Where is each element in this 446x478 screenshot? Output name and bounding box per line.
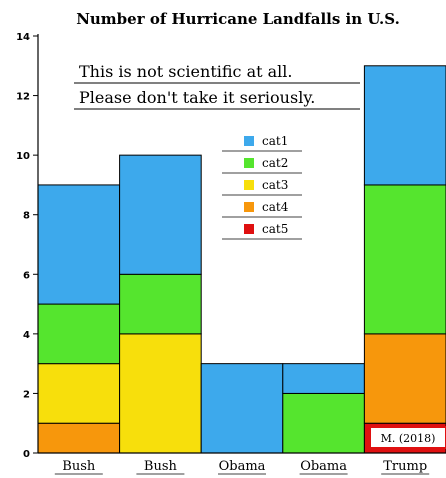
y-tick-label: 2 — [23, 389, 30, 400]
bar-segment-cat1 — [37, 184, 121, 305]
legend-swatch-cat3 — [244, 180, 254, 190]
legend: cat1 cat2 cat3 cat4 cat5 — [222, 134, 302, 240]
chart-title: Number of Hurricane Landfalls in U.S. — [76, 10, 400, 28]
annotation-line: Please don't take it seriously. — [79, 88, 315, 107]
legend-label-cat4: cat4 — [262, 200, 289, 214]
signature-frame — [369, 426, 446, 449]
bar-segment-cat4 — [363, 333, 446, 424]
bar-segment-cat1 — [200, 363, 284, 454]
y-tick-label: 12 — [16, 92, 30, 103]
y-ticks-layer: 0 2 4 6 8 10 12 14 — [16, 32, 38, 460]
y-tick-label: 4 — [23, 330, 30, 341]
bar-segment-cat2 — [282, 392, 365, 454]
legend-swatch-cat2 — [244, 158, 254, 168]
notes-layer: This is not scientific at all. Please don… — [74, 62, 360, 110]
bars-layer — [37, 65, 446, 454]
legend-swatch-cat1 — [244, 136, 254, 146]
x-tick-label: Bush — [144, 459, 178, 474]
x-ticks-layer: Bush Bush Obama Obama Trump — [54, 459, 430, 475]
bar-segment-cat1 — [363, 65, 446, 186]
y-tick-label: 14 — [16, 32, 30, 43]
bar-segment-cat1 — [282, 363, 365, 394]
bar-segment-cat2 — [37, 303, 121, 365]
y-tick-label: 0 — [23, 449, 30, 460]
bar-segment-cat2 — [363, 184, 446, 335]
bar-segment-cat3 — [37, 363, 121, 424]
legend-label-cat5: cat5 — [262, 222, 288, 236]
axes-layer — [37, 34, 446, 454]
signature-box: M. (2018) — [369, 426, 446, 449]
x-tick-label: Obama — [219, 459, 266, 474]
signature-text: M. (2018) — [381, 432, 436, 445]
bar-segment-cat1 — [119, 154, 202, 275]
legend-label-cat3: cat3 — [262, 178, 288, 192]
y-tick-label: 8 — [23, 211, 30, 222]
legend-swatch-cat5 — [244, 224, 254, 234]
bar-segment-cat3 — [119, 333, 202, 454]
x-tick-label: Trump — [383, 459, 427, 474]
y-tick-label: 10 — [16, 151, 30, 162]
annotation-line: This is not scientific at all. — [79, 62, 293, 81]
x-tick-label: Obama — [300, 459, 347, 474]
legend-label-cat2: cat2 — [262, 156, 288, 170]
y-tick-label: 6 — [23, 270, 30, 281]
legend-label-cat1: cat1 — [262, 134, 288, 148]
bar-segment-cat4 — [37, 422, 121, 454]
bar-segment-cat2 — [119, 273, 202, 335]
legend-swatch-cat4 — [244, 202, 254, 212]
x-tick-label: Bush — [62, 459, 96, 474]
